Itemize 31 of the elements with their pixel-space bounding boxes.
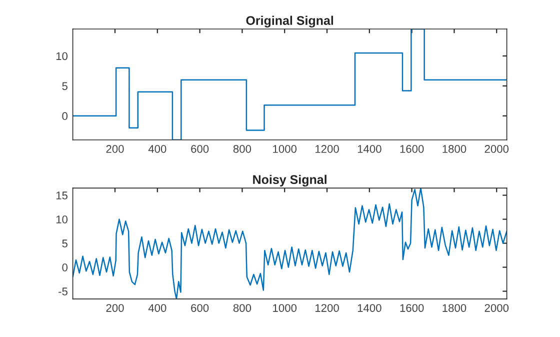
x-tick-label: 1400 bbox=[358, 145, 382, 153]
chart-title: Noisy Signal bbox=[253, 174, 326, 187]
x-tick-label: 600 bbox=[191, 304, 209, 312]
x-tick-label: 1800 bbox=[442, 304, 466, 312]
x-tick-label: 1600 bbox=[400, 304, 424, 312]
x-tick-label: 1200 bbox=[316, 304, 339, 312]
x-tick-label: 1000 bbox=[273, 145, 297, 153]
x-tick-label: 600 bbox=[191, 145, 209, 153]
y-tick-label: 0 bbox=[62, 112, 68, 120]
x-tick-label: 2000 bbox=[484, 304, 509, 312]
x-tick-label: 400 bbox=[148, 145, 166, 153]
x-tick-label: 2000 bbox=[484, 145, 509, 153]
x-tick-label: 1400 bbox=[358, 304, 382, 312]
x-tick-label: 1000 bbox=[273, 304, 297, 312]
x-tick-label: 1600 bbox=[400, 145, 424, 153]
x-tick-label: 1200 bbox=[316, 145, 339, 153]
line-series bbox=[72, 188, 507, 299]
x-tick-label: 200 bbox=[106, 145, 124, 153]
x-tick-label: 400 bbox=[148, 304, 166, 312]
x-tick-label: 800 bbox=[233, 145, 252, 153]
y-tick-label: 15 bbox=[56, 192, 68, 200]
y-tick-label: 5 bbox=[62, 82, 68, 90]
x-tick-label: 200 bbox=[106, 304, 124, 312]
chart-title: Original Signal bbox=[246, 16, 334, 28]
x-tick-label: 1800 bbox=[442, 145, 466, 153]
y-tick-label: 0 bbox=[62, 264, 68, 272]
y-tick-label: 10 bbox=[56, 52, 68, 60]
x-tick-label: 800 bbox=[233, 304, 252, 312]
y-tick-label: -5 bbox=[58, 288, 68, 296]
y-tick-label: 10 bbox=[56, 216, 68, 224]
y-tick-label: 5 bbox=[62, 240, 68, 248]
